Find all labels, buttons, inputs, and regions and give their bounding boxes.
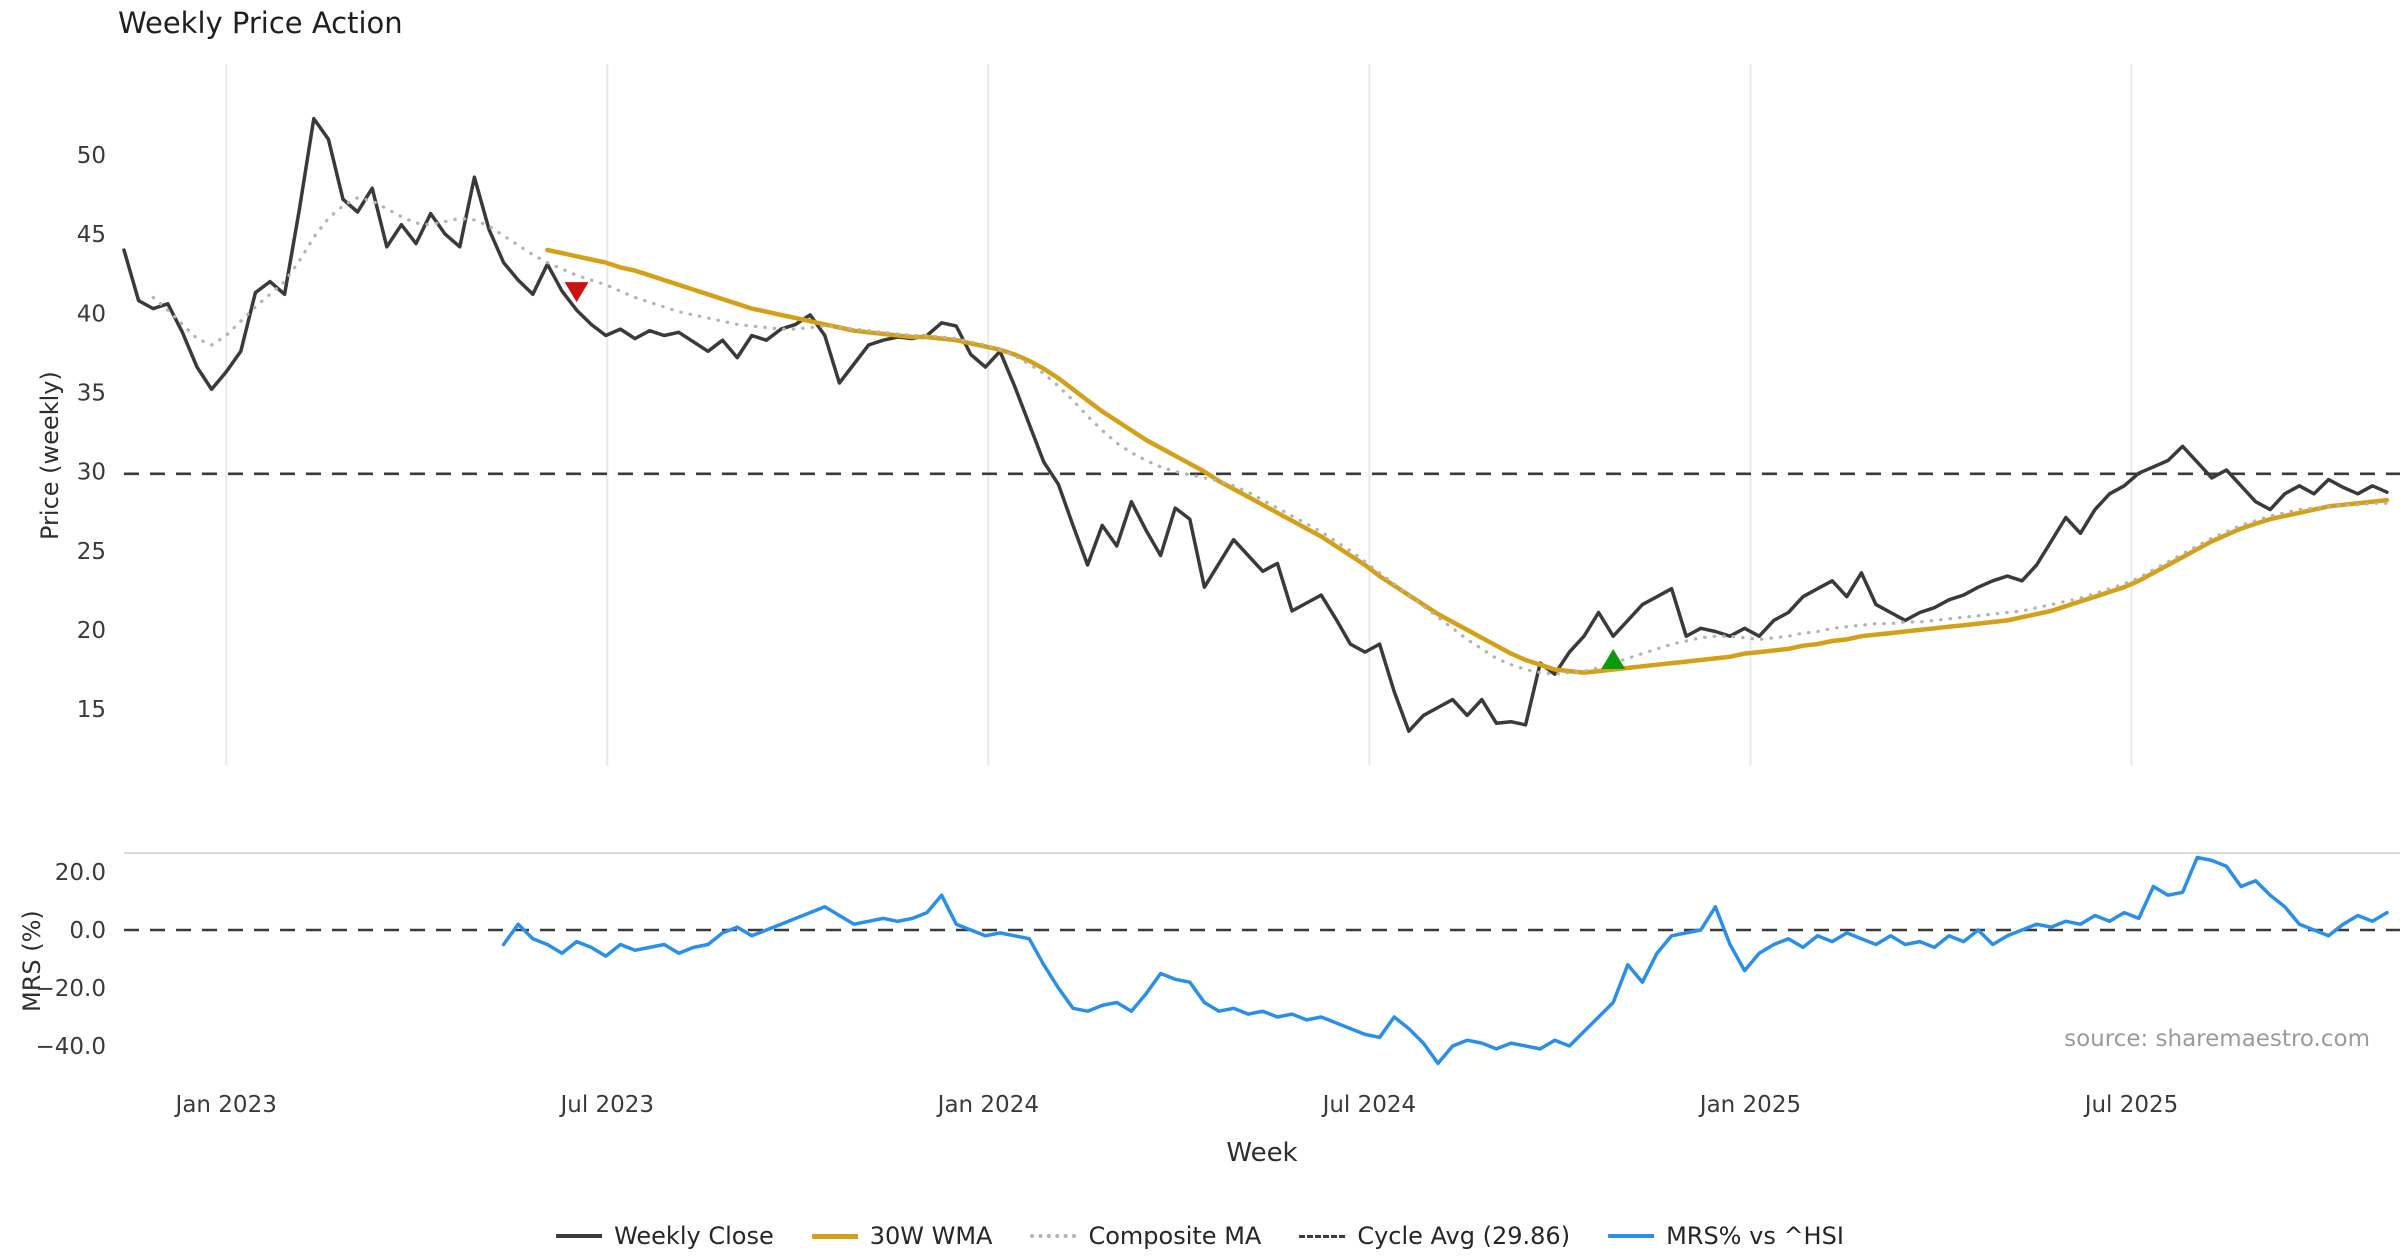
x-tick-label: Jan 2023: [174, 1092, 277, 1118]
x-tick-label: Jul 2024: [1321, 1092, 1417, 1118]
weekly-close-line-swatch: [556, 1234, 603, 1238]
x-tick-label: Jul 2023: [558, 1092, 654, 1118]
mrs-tick-label: 0.0: [69, 918, 106, 944]
legend-label: Composite MA: [1088, 1222, 1262, 1250]
x-tick-label: Jan 2024: [936, 1092, 1039, 1118]
legend-item-30w-wma: 30W WMA: [811, 1222, 993, 1250]
price-tick-label: 30: [77, 460, 106, 486]
legend-item-cycle-avg: Cycle Avg (29.86): [1299, 1222, 1570, 1250]
mrs-tick-label: −20.0: [36, 976, 106, 1002]
series-30w-wma: [545, 247, 2390, 675]
legend-label: Cycle Avg (29.86): [1357, 1222, 1571, 1250]
sell-signal-marker-icon: [564, 282, 589, 303]
series-weekly-close: [122, 116, 2389, 733]
price-tick-label: 15: [77, 697, 106, 723]
legend-item-mrs: MRS% vs ^HSI: [1608, 1222, 1844, 1250]
x-axis-label: Week: [1226, 1138, 1298, 1168]
mrs-tick-label: 20.0: [55, 860, 106, 886]
x-tick-label: Jul 2025: [2083, 1092, 2179, 1118]
legend-item-composite-ma: Composite MA: [1030, 1222, 1261, 1250]
composite-ma-line-swatch: [1030, 1234, 1077, 1238]
price-tick-label: 25: [77, 539, 106, 565]
legend-label: Weekly Close: [614, 1222, 774, 1250]
legend-item-weekly-close: Weekly Close: [556, 1222, 774, 1250]
price-tick-label: 20: [77, 618, 106, 644]
legend: Weekly Close 30W WMA Composite MA Cycle …: [556, 1222, 1844, 1250]
cycle-avg-line-swatch: [1299, 1234, 1346, 1238]
price-tick-label: 35: [77, 380, 106, 406]
series-composite-ma: [151, 196, 2389, 676]
wma-line-swatch: [811, 1233, 858, 1239]
chart-title: Weekly Price Action: [118, 6, 403, 40]
legend-label: 30W WMA: [869, 1222, 993, 1250]
mrs-line-swatch: [1608, 1234, 1655, 1238]
mrs-tick-label: −40.0: [36, 1034, 106, 1060]
price-tick-label: 40: [77, 301, 106, 327]
series-mrs-vs-hsi: [501, 855, 2389, 1066]
x-tick-label: Jan 2025: [1698, 1092, 1801, 1118]
price-tick-label: 45: [77, 222, 106, 248]
buy-signal-marker-icon: [1601, 648, 1626, 669]
legend-label: MRS% vs ^HSI: [1666, 1222, 1844, 1250]
price-tick-label: 50: [77, 143, 106, 169]
source-credit: source: sharemaestro.com: [2064, 1026, 2370, 1052]
